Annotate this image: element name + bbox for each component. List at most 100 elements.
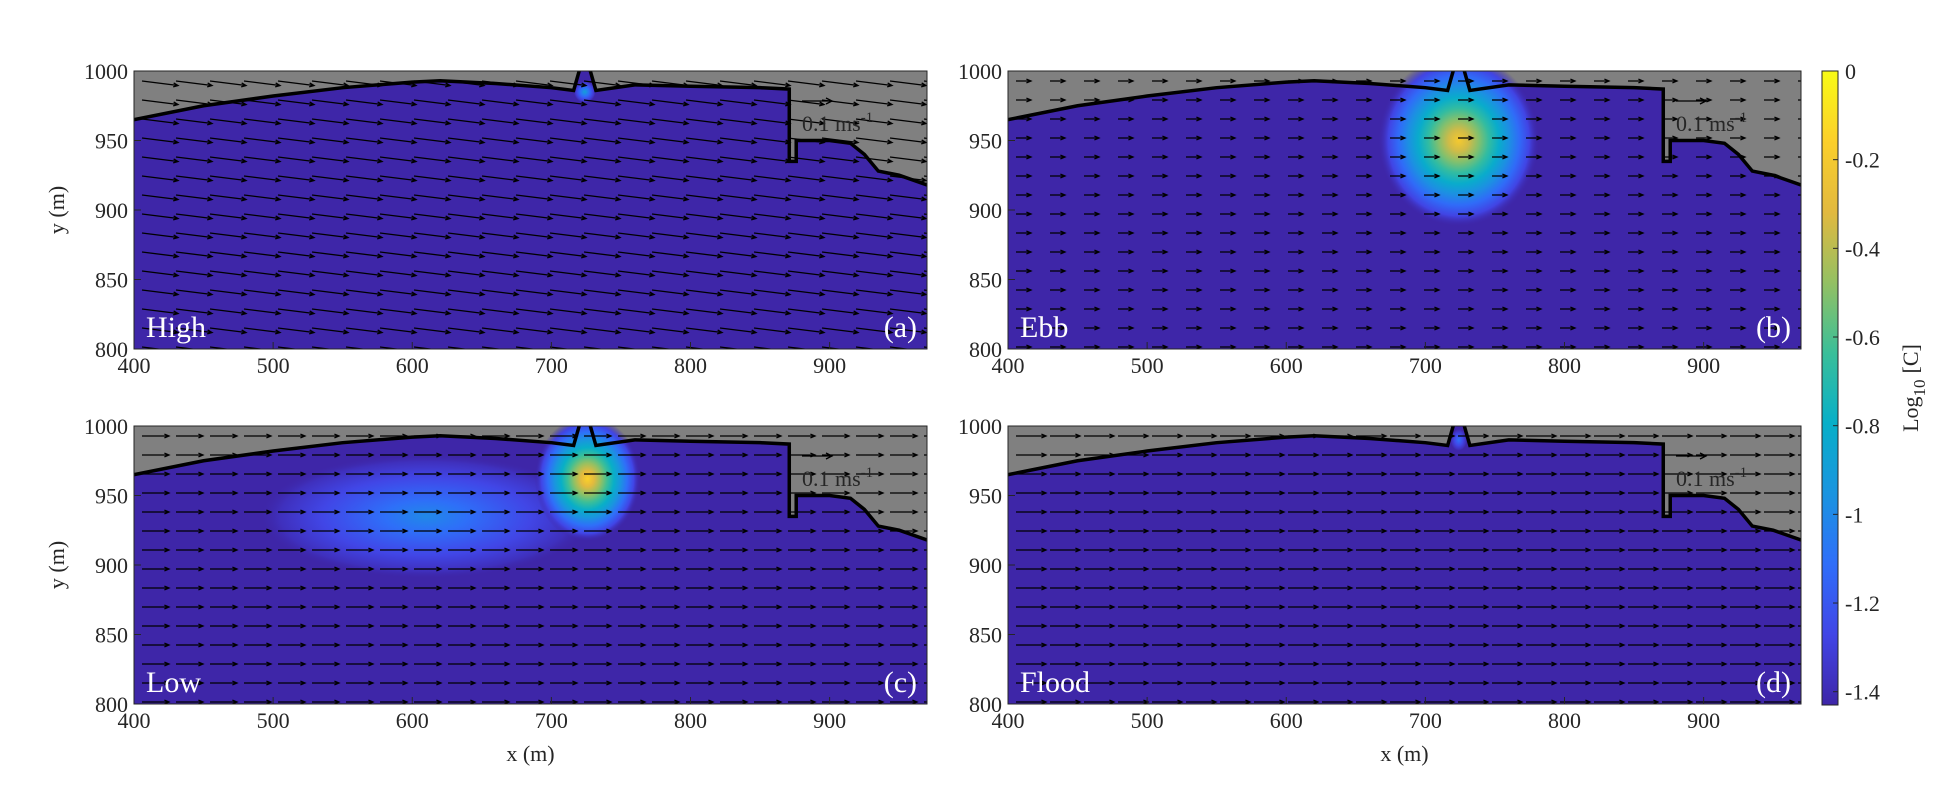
plume [573, 80, 596, 103]
arrow [1118, 433, 1150, 439]
scale-arrow [1676, 452, 1708, 460]
arrow [482, 642, 511, 648]
arrow [584, 585, 613, 591]
arrow [1356, 211, 1373, 217]
arrow [753, 270, 792, 278]
arrow [1254, 230, 1271, 236]
arrow [924, 547, 927, 553]
arrow [923, 175, 927, 183]
arrow [1560, 211, 1577, 217]
arrow [618, 509, 647, 515]
arrow [1594, 135, 1611, 141]
arrow [1084, 490, 1116, 496]
arrow [719, 99, 758, 107]
arrow [1084, 585, 1116, 591]
arrow [652, 509, 681, 515]
arrow [1492, 173, 1509, 179]
arrow [482, 661, 511, 667]
arrow [312, 661, 341, 667]
arrow [515, 118, 554, 126]
arrow [583, 251, 622, 259]
arrow [549, 327, 588, 335]
arrow [515, 213, 554, 221]
arrow [1356, 509, 1388, 515]
arrow [141, 327, 180, 335]
arrow [1152, 490, 1184, 496]
arrow [1662, 211, 1679, 217]
x-tick-label: 400 [992, 353, 1025, 378]
arrow [1390, 192, 1407, 198]
arrow [652, 680, 681, 686]
arrow [481, 308, 520, 316]
arrow [584, 528, 613, 534]
arrow [652, 471, 681, 477]
arrow [1356, 490, 1388, 496]
arrow [1458, 306, 1475, 312]
arrow [1696, 173, 1713, 179]
arrow [1594, 249, 1611, 255]
arrow [1084, 699, 1116, 704]
arrow [176, 661, 205, 667]
arrow [244, 642, 273, 648]
arrow [1152, 547, 1184, 553]
arrow [1390, 154, 1407, 160]
arrow [550, 490, 579, 496]
arrow [1322, 680, 1354, 686]
arrow [685, 99, 724, 107]
arrow [1594, 211, 1611, 217]
arrow [413, 99, 452, 107]
arrow [1356, 249, 1373, 255]
arrow [1560, 192, 1577, 198]
scale-label-text: 0.1 ms [802, 466, 861, 491]
arrow [1628, 566, 1660, 572]
arrow [1764, 471, 1796, 477]
arrow [1254, 528, 1286, 534]
arrow [1084, 547, 1116, 553]
arrow [889, 194, 927, 202]
arrow [1424, 230, 1441, 236]
y-tick-label: 1000 [958, 59, 1002, 84]
y-tick-label: 850 [969, 268, 1002, 293]
arrow [141, 213, 180, 221]
arrow [1288, 154, 1305, 160]
arrow [1560, 268, 1577, 274]
arrow [1458, 268, 1475, 274]
arrow [1730, 116, 1747, 122]
arrow [1662, 623, 1694, 629]
arrow [516, 452, 545, 458]
arrow [1016, 623, 1048, 629]
arrow [481, 175, 520, 183]
arrow [1152, 116, 1169, 122]
arrow [1628, 249, 1645, 255]
arrow [1662, 287, 1679, 293]
arrow [753, 232, 792, 240]
arrow [516, 661, 545, 667]
arrow [686, 585, 715, 591]
arrow [1050, 528, 1082, 534]
arrow [1594, 585, 1626, 591]
arrow [447, 213, 486, 221]
arrow [617, 137, 656, 145]
arrow [754, 471, 783, 477]
arrow [788, 471, 817, 477]
arrow [1050, 452, 1082, 458]
coastline [134, 71, 927, 187]
arrow [1016, 528, 1048, 534]
arrow [142, 509, 171, 515]
arrow [1220, 78, 1237, 84]
panel-letter: (d) [1756, 666, 1791, 699]
arrow [685, 270, 724, 278]
arrow [1356, 566, 1388, 572]
scale-arrow [802, 452, 834, 460]
arrow [583, 308, 622, 316]
arrow [482, 471, 511, 477]
arrow [1696, 154, 1713, 160]
arrow [1424, 623, 1456, 629]
plume [534, 426, 641, 542]
y-tick-label: 1000 [84, 59, 128, 84]
arrow [1492, 604, 1524, 610]
arrow [583, 194, 622, 202]
y-axis-label: y (m) [44, 186, 69, 234]
colorbar-tick-label: -0.8 [1845, 414, 1880, 439]
arrow [243, 232, 282, 240]
